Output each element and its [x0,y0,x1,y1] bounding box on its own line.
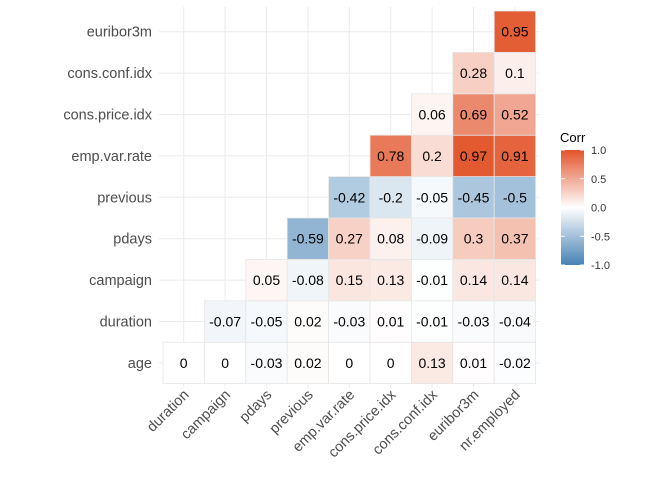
cell-value-label: -0.09 [416,231,448,247]
y-tick-label: pdays [113,232,152,248]
cell-value-label: -0.05 [416,189,448,205]
heatmap-cell [493,300,537,343]
cell-value-label: 0.13 [418,355,445,371]
cell-value-label: 0 [180,355,188,371]
heatmap-cell [369,300,412,343]
cell-value-label: -0.04 [499,314,531,330]
cell-value-label: 0.1 [505,65,525,81]
heatmap-cell [452,258,495,302]
cell-value-label: 0.3 [464,231,484,247]
cell-value-label: -0.03 [458,314,490,330]
cell-value-label: 0.97 [460,148,487,164]
cell-value-label: -0.05 [251,314,283,330]
cell-value-label: -0.07 [209,314,241,330]
cell-value-label: 0.78 [377,148,404,164]
cell-value-label: -0.01 [416,272,448,288]
heatmap-cell [410,258,454,302]
cell-value-label: 0.02 [294,355,321,371]
heatmap-cell [328,176,371,219]
y-tick-label: cons.price.idx [63,108,152,124]
heatmap-cell [286,300,330,343]
heatmap-cell [286,258,330,302]
heatmap-cell [328,217,371,260]
cell-value-label: 0.02 [294,314,321,330]
heatmap-cell [493,52,537,95]
heatmap-cell [410,176,454,219]
heatmap-cell [410,300,454,343]
legend-title: Corr [560,130,586,145]
cell-value-label: -0.42 [333,189,365,205]
heatmap-cell [369,341,412,385]
cell-labels: 0 0 -0.03 0.02 0 0 0.13 0.01 -0.02 -0.07 -0.05 0.02… [180,24,531,371]
cell-value-label: 0 [387,355,395,371]
heatmap-cell [369,134,412,177]
heatmap-cell [493,258,537,302]
cell-value-label: 0.05 [253,272,280,288]
cell-value-label: 0.08 [377,231,404,247]
legend-tick-label: 0.0 [591,203,606,215]
legend-tick-label: 1.0 [591,145,606,157]
heatmap-cell [328,258,371,302]
legend-tick-label: -1.0 [591,260,610,272]
y-axis: age duration campaign pdays previous emp.var.… [63,25,152,372]
cell-value-label: 0 [345,355,353,371]
cell-value-label: 0.69 [460,107,487,123]
cell-value-label: -0.01 [416,314,448,330]
cell-value-label: 0.13 [377,272,404,288]
heatmap-cell [369,258,412,302]
legend-colorbar [561,150,584,265]
cell-value-label: 0.15 [336,272,363,288]
heatmap-cell [493,217,537,260]
heatmap-cell [410,93,454,136]
cell-value-label: 0.01 [377,314,404,330]
cell-value-label: -0.03 [333,314,365,330]
y-tick-label: emp.var.rate [71,149,152,165]
heatmap-cell [493,10,537,53]
y-tick-label: cons.conf.idx [67,66,152,82]
heatmap-cell [452,300,495,343]
heatmap-cell [369,176,412,219]
y-tick-label: euribor3m [87,25,152,41]
cell-value-label: -0.03 [251,355,283,371]
cell-value-label: -0.45 [458,189,490,205]
y-tick-label: duration [100,315,152,331]
heatmap-cell [328,300,371,343]
cell-value-label: 0 [221,355,229,371]
legend: Corr 1.0 0.5 0.0 -0.5 -1.0 [560,130,610,272]
cell-value-label: 0.95 [501,24,528,40]
legend-tick-label: 0.5 [591,174,606,186]
legend-ticks: 1.0 0.5 0.0 -0.5 -1.0 [561,145,610,272]
heatmap-cell [286,217,330,260]
heatmap-cell [203,300,247,343]
cell-value-label: 0.27 [336,231,363,247]
cell-value-label: 0.37 [501,231,528,247]
heatmap-cell [452,217,495,260]
y-tick-label: campaign [89,273,152,289]
heatmap-cell [245,258,288,302]
heatmap-tiles [162,10,537,385]
cell-value-label: 0.28 [460,65,487,81]
heatmap-cell [286,341,330,385]
heatmap-cell [493,341,537,385]
cell-value-label: 0.52 [501,107,528,123]
legend-tick-label: -0.5 [591,231,610,243]
cell-value-label: -0.08 [292,272,324,288]
y-tick-label: previous [97,190,152,206]
cell-value-label: -0.5 [503,189,527,205]
cell-value-label: 0.01 [460,355,487,371]
cell-value-label: 0.2 [422,148,442,164]
heatmap-cell [369,217,412,260]
cell-value-label: -0.2 [379,189,403,205]
y-tick-label: age [128,356,152,372]
cell-value-label: -0.02 [499,355,531,371]
x-tick-label: pdays [237,387,276,426]
cell-value-label: 0.14 [460,272,487,288]
cell-value-label: -0.59 [292,231,324,247]
cell-value-label: 0.14 [501,272,528,288]
cell-value-label: 0.91 [501,148,528,164]
cell-value-label: 0.06 [418,107,445,123]
